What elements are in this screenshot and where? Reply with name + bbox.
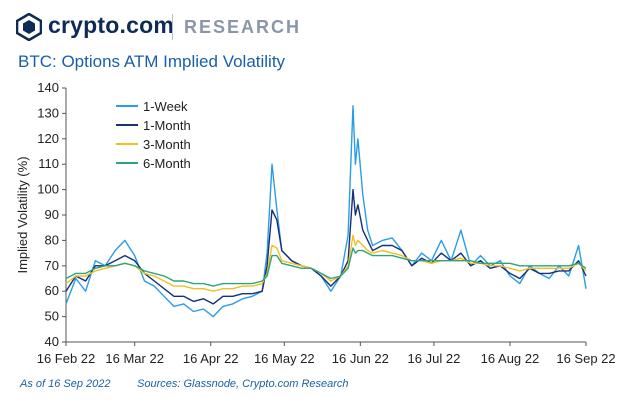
y-tick-label: 110: [38, 156, 59, 171]
series-line-1-month: [65, 188, 587, 305]
y-tick-label: 70: [45, 258, 59, 273]
y-axis-label: Implied Volatility (%): [15, 156, 30, 273]
chart-legend: 1-Week 1-Month 3-Month 6-Month: [116, 99, 191, 171]
legend-label: 3-Month: [143, 137, 191, 152]
series-line-1-week: [65, 105, 587, 318]
legend-label: 6-Month: [143, 156, 191, 171]
y-tick-label: 60: [45, 283, 59, 298]
series-line-6-month: [65, 247, 587, 287]
x-tick-label: 16 Apr 22: [183, 351, 239, 366]
header: crypto.com RESEARCH: [0, 0, 639, 50]
x-tick-label: 16 Feb 22: [37, 351, 96, 366]
sources-note: Sources: Glassnode, Crypto.com Research: [137, 378, 349, 390]
x-tick-label: 16 Jun 22: [332, 351, 389, 366]
chart-lines: [65, 105, 587, 318]
series-line-3-month: [65, 234, 587, 292]
y-tick-label: 100: [37, 182, 59, 197]
x-tick-label: 16 Aug 22: [481, 351, 540, 366]
y-tick-label: 130: [37, 105, 59, 120]
legend-label: 1-Week: [143, 99, 188, 114]
x-tick-label: 16 Mar 22: [105, 351, 164, 366]
chart-title: BTC: Options ATM Implied Volatility: [18, 52, 286, 71]
chart-axes: 40 50 60 70 80 90 100 110 120 130 140 16 Feb 22 16 M…: [15, 80, 616, 366]
section-label: RESEARCH: [184, 17, 302, 37]
header-divider: [172, 14, 173, 40]
y-tick-label: 50: [45, 309, 59, 324]
x-tick-label: 16 Jul 22: [408, 351, 461, 366]
brand-name: crypto.com: [48, 12, 174, 38]
x-tick-label: 16 Sep 22: [556, 351, 615, 366]
crypto-logo-icon: [16, 13, 42, 41]
x-tick-label: 16 May 22: [254, 351, 315, 366]
y-tick-label: 120: [37, 131, 59, 146]
y-tick-label: 40: [45, 334, 59, 349]
y-tick-label: 140: [37, 80, 59, 95]
legend-label: 1-Month: [143, 118, 191, 133]
as-of-date: As of 16 Sep 2022: [20, 378, 111, 390]
y-tick-label: 80: [45, 232, 59, 247]
y-tick-label: 90: [45, 207, 59, 222]
